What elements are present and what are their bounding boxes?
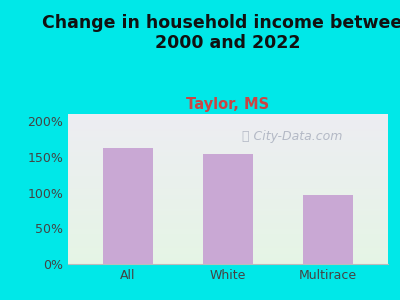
Bar [103,148,153,264]
Text: Change in household income between
2000 and 2022: Change in household income between 2000 … [42,14,400,52]
Text: ⓘ City-Data.com: ⓘ City-Data.com [242,130,342,143]
Bar [103,148,153,264]
Bar [203,154,253,264]
Bar [303,195,353,264]
Bar [303,195,353,264]
Bar [203,154,253,264]
Text: Taylor, MS: Taylor, MS [186,98,270,112]
